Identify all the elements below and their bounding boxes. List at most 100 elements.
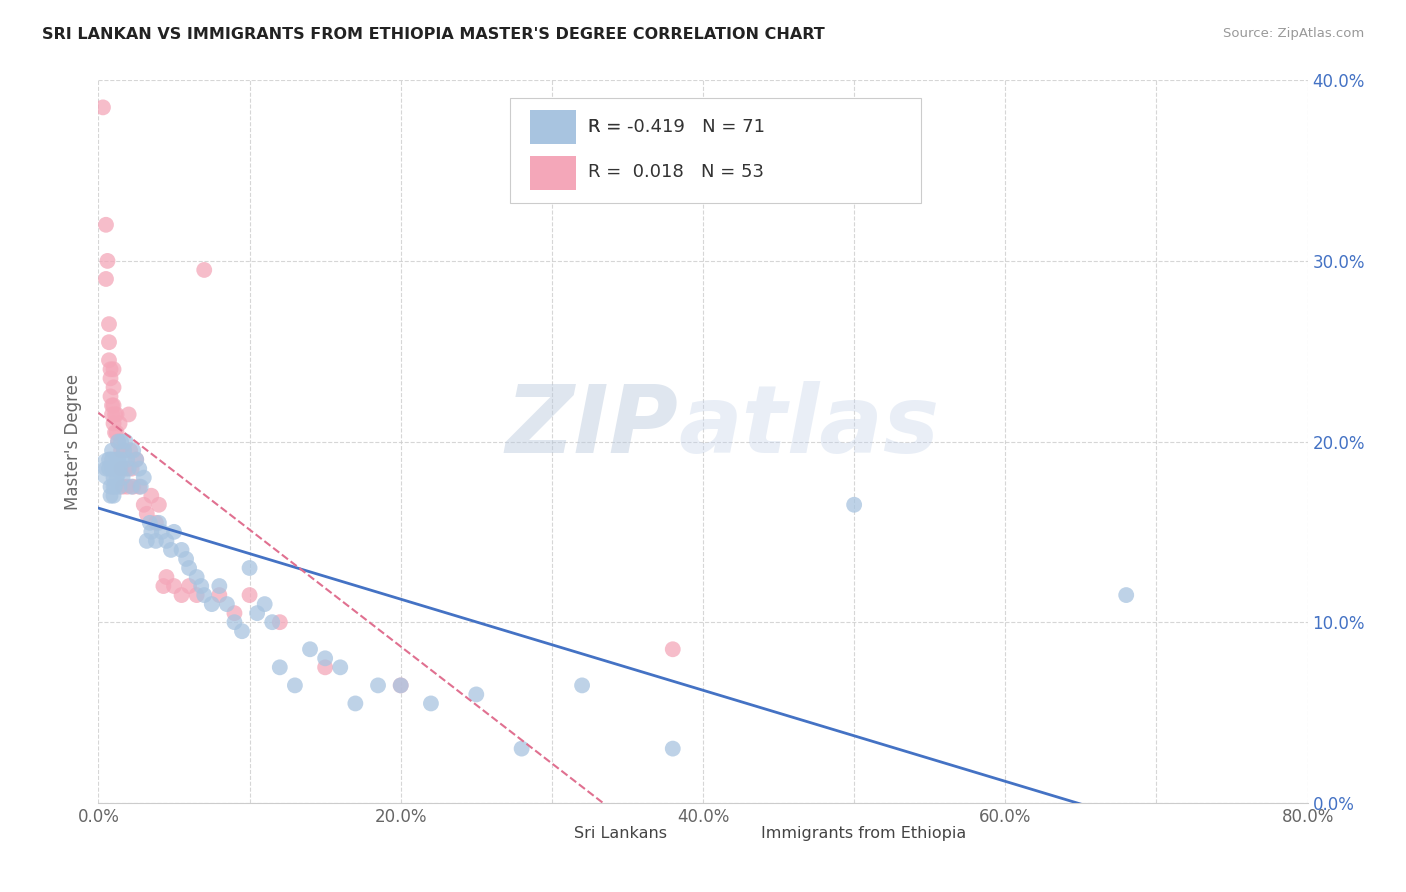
Point [148,498,170,512]
Point [100,389,122,403]
Point [314,660,336,674]
Point [367,678,389,692]
Point [135,507,157,521]
Point [141,489,163,503]
Point [98,452,121,467]
Point [110,452,132,467]
Point [145,516,167,530]
Point [389,678,412,692]
Point [120,443,142,458]
Point [98,461,121,475]
Point [420,697,443,711]
Point [101,461,124,475]
Bar [530,110,576,144]
Point [100,489,122,503]
Point [110,461,132,475]
Point [1115,588,1137,602]
Point [844,498,866,512]
Point [139,516,162,530]
Point [152,579,174,593]
Point [239,561,262,575]
Point [186,570,208,584]
Bar [530,155,576,190]
Point [148,516,170,530]
Point [103,417,125,431]
Point [105,452,128,467]
Point [163,579,186,593]
Point [128,461,150,475]
Point [215,597,238,611]
Point [94,272,117,286]
Point [128,480,150,494]
Point [246,606,269,620]
Point [510,741,533,756]
Point [101,452,124,467]
Point [190,579,212,593]
Point [105,408,128,422]
Point [114,461,136,475]
Point [107,452,129,467]
Point [104,461,127,475]
Point [193,588,215,602]
Point [150,524,173,539]
Text: Sri Lankans: Sri Lankans [574,826,666,841]
Point [186,588,208,602]
Point [121,480,143,494]
Point [104,408,127,422]
Point [284,678,307,692]
Point [208,579,231,593]
Point [103,380,125,394]
Point [344,697,367,711]
Point [112,443,135,458]
Point [103,489,125,503]
Point [100,461,122,475]
Point [103,398,125,412]
Point [269,615,291,630]
Point [112,443,135,458]
Text: ZIP: ZIP [506,381,679,473]
Point [100,480,122,494]
Point [94,218,117,232]
Point [160,542,183,557]
Point [98,317,121,331]
Point [314,651,336,665]
Point [103,480,125,494]
Point [111,471,134,485]
Point [125,452,148,467]
Text: Source: ZipAtlas.com: Source: ZipAtlas.com [1223,27,1364,40]
Point [96,254,118,268]
Point [125,452,148,467]
Point [239,588,262,602]
Point [105,425,128,440]
Point [118,461,141,475]
Bar [721,822,751,844]
Point [269,660,291,674]
Point [114,434,136,449]
Y-axis label: Master's Degree: Master's Degree [65,374,83,509]
Point [145,533,167,548]
Point [91,100,114,114]
Point [115,452,138,467]
Point [111,480,134,494]
Point [100,362,122,376]
Point [163,524,186,539]
Point [132,498,155,512]
Point [661,642,683,657]
Point [179,579,201,593]
Point [115,480,138,494]
Point [179,561,201,575]
Point [104,480,127,494]
Point [262,615,284,630]
Point [110,434,132,449]
Point [174,552,197,566]
Text: Immigrants from Ethiopia: Immigrants from Ethiopia [761,826,966,841]
Point [107,434,129,449]
Point [135,533,157,548]
Point [105,471,128,485]
Text: SRI LANKAN VS IMMIGRANTS FROM ETHIOPIA MASTER'S DEGREE CORRELATION CHART: SRI LANKAN VS IMMIGRANTS FROM ETHIOPIA M… [42,27,825,42]
Point [108,480,131,494]
Point [98,335,121,350]
Point [108,417,131,431]
Text: R = -0.419   N = 71: R = -0.419 N = 71 [588,118,765,136]
Point [170,542,193,557]
